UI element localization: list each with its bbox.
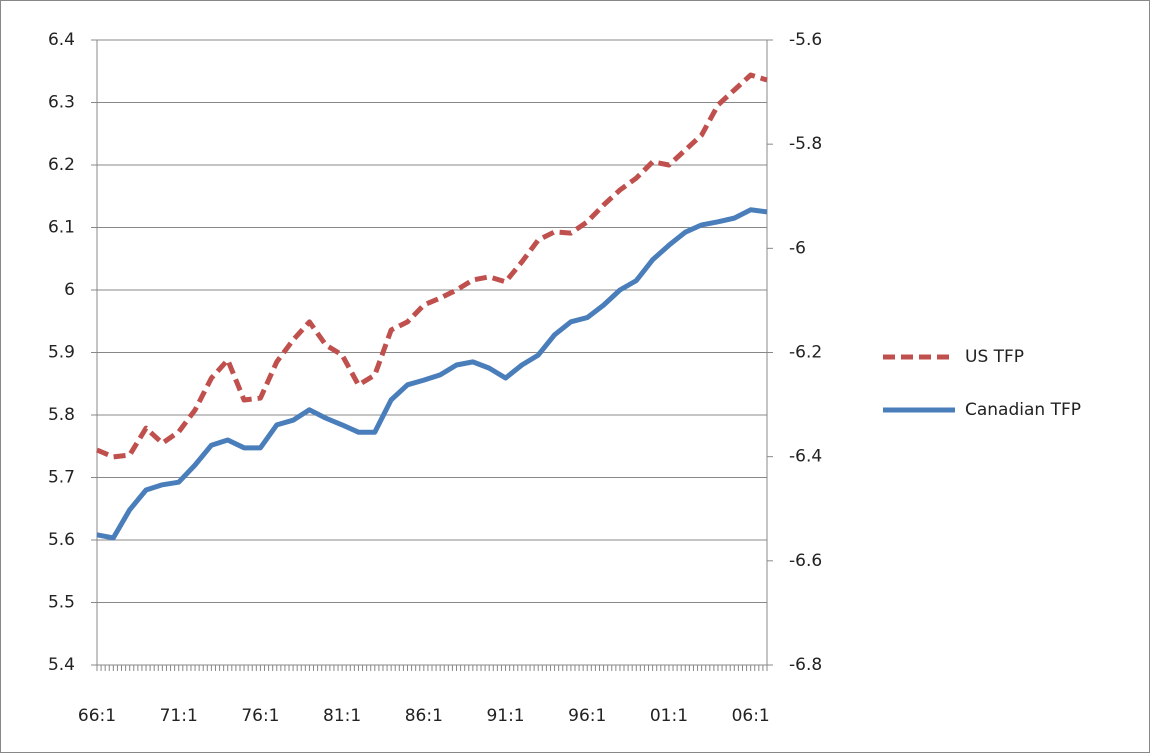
series-line — [96, 207, 768, 541]
y2-tick-label: -6.6 — [789, 551, 822, 571]
y2-tick-label: -5.8 — [789, 134, 822, 154]
y2-tick-label: -6.8 — [789, 655, 822, 675]
y-tick-label: 6.2 — [48, 155, 75, 175]
y-tick-label: 5.5 — [48, 593, 75, 613]
x-tick-label: 86:1 — [405, 706, 443, 726]
series-line — [96, 72, 768, 460]
x-tick-label: 66:1 — [78, 706, 116, 726]
legend-label: US TFP — [965, 347, 1024, 367]
legend-label: Canadian TFP — [965, 400, 1081, 420]
y-tick-label: 6.3 — [48, 93, 75, 113]
x-tick-label: 71:1 — [160, 706, 198, 726]
y2-tick-label: -5.6 — [789, 30, 822, 50]
y-tick-label: 5.4 — [48, 655, 75, 675]
y-tick-label: 6 — [64, 280, 75, 300]
x-tick-label: 01:1 — [650, 706, 688, 726]
y2-tick-label: -6.2 — [789, 343, 822, 363]
x-tick-label: 96:1 — [568, 706, 606, 726]
y-tick-label: 6.1 — [48, 218, 75, 238]
y2-tick-label: -6 — [789, 238, 806, 258]
x-tick-label: 06:1 — [732, 706, 770, 726]
y-tick-label: 5.9 — [48, 343, 75, 363]
x-tick-label: 91:1 — [486, 706, 524, 726]
x-tick-label: 81:1 — [323, 706, 361, 726]
y-tick-label: 6.4 — [48, 30, 75, 50]
y2-tick-label: -6.4 — [789, 447, 822, 467]
y-tick-label: 5.7 — [48, 468, 75, 488]
y-tick-label: 5.6 — [48, 530, 75, 550]
x-tick-label: 76:1 — [241, 706, 279, 726]
y-tick-label: 5.8 — [48, 405, 75, 425]
